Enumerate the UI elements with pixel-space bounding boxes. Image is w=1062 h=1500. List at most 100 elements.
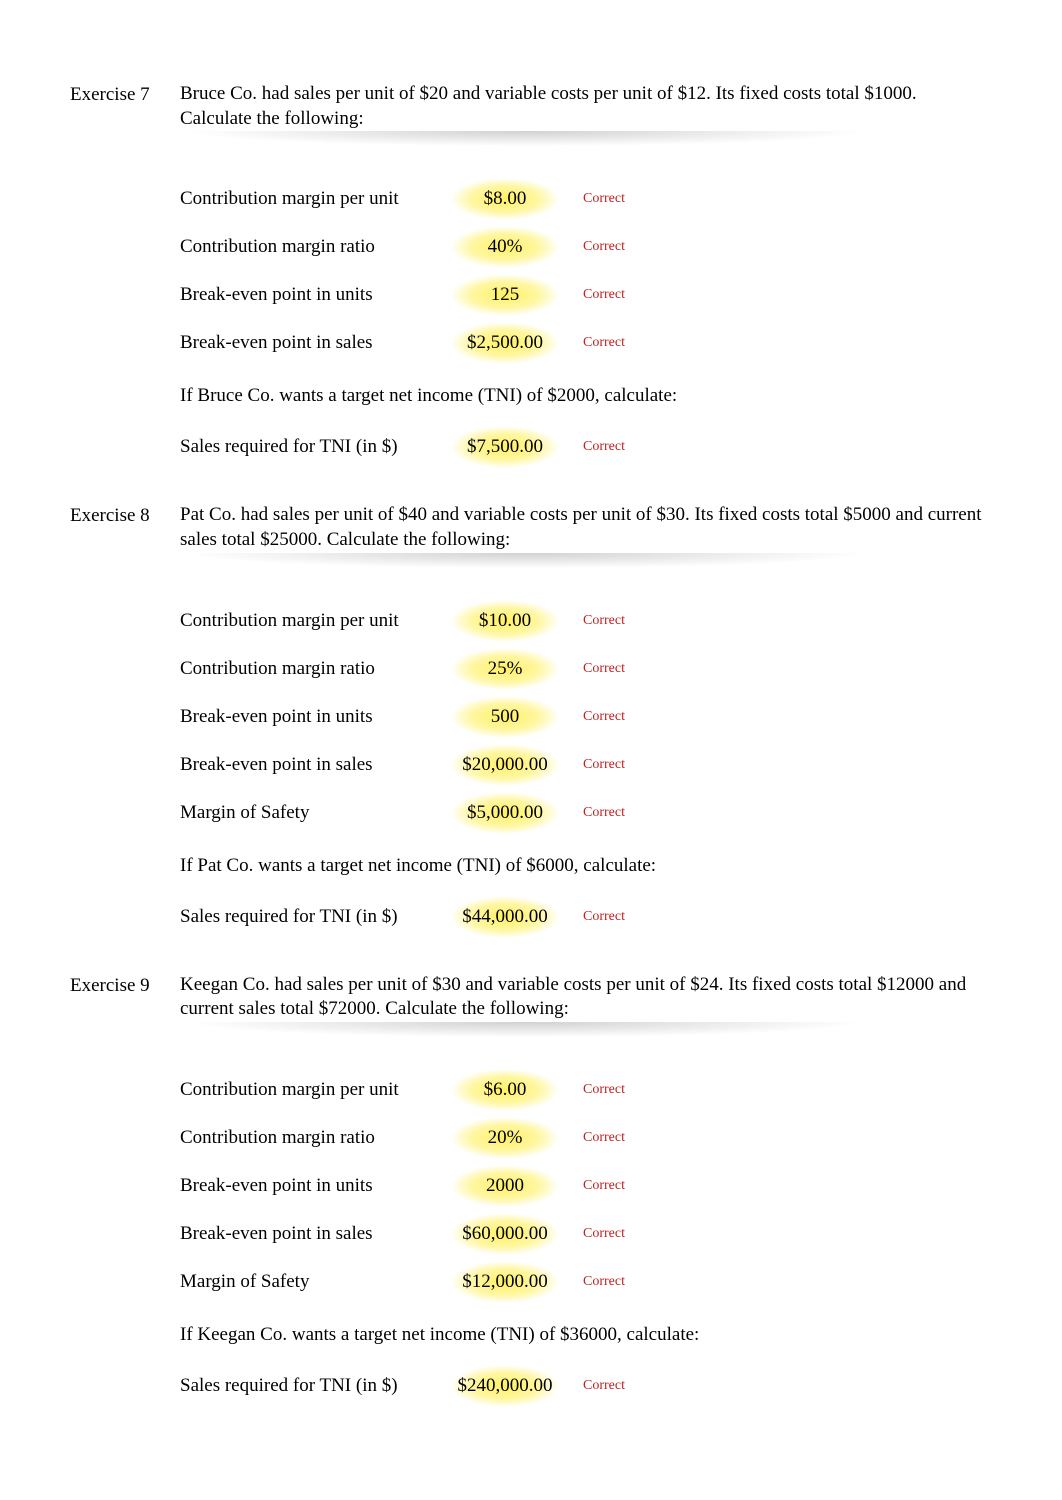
field-label: Sales required for TNI (in $) xyxy=(180,906,445,928)
answer-cell: 40% xyxy=(445,231,565,263)
status-text: Correct xyxy=(583,909,625,925)
answer-cell: $6.00 xyxy=(445,1074,565,1106)
answer-row: Sales required for TNI (in $)$7,500.00 Co… xyxy=(180,423,992,471)
status-text: Correct xyxy=(583,757,625,773)
status-text: Correct xyxy=(583,439,625,455)
answer-row: Sales required for TNI (in $)$240,000.00… xyxy=(180,1362,992,1410)
answer-row: Contribution margin per unit$8.00 Correct xyxy=(180,175,992,223)
status-text: Correct xyxy=(583,1178,625,1194)
answer-cell: $60,000.00 xyxy=(445,1218,565,1250)
field-label: Break-even point in sales xyxy=(180,754,445,776)
status-text: Correct xyxy=(583,335,625,351)
answer-value: 20% xyxy=(450,1125,560,1151)
answer-value: 25% xyxy=(450,656,560,682)
answer-value: $60,000.00 xyxy=(450,1221,560,1247)
answer-value: $7,500.00 xyxy=(450,434,560,460)
answer-row: Break-even point in units2000 Correct xyxy=(180,1162,992,1210)
answer-cell: 125 xyxy=(445,279,565,311)
answer-cell: $7,500.00 xyxy=(445,431,565,463)
answer-value: 2000 xyxy=(450,1173,560,1199)
sub-prompt: If Bruce Co. wants a target net income (… xyxy=(180,367,992,423)
exercise-label: Exercise 7 xyxy=(70,82,180,106)
answer-cell: $44,000.00 xyxy=(445,901,565,933)
status-text: Correct xyxy=(583,709,625,725)
answer-cell: 25% xyxy=(445,653,565,685)
answer-value: 500 xyxy=(450,704,560,730)
field-label: Break-even point in sales xyxy=(180,332,445,354)
exercise-header: Exercise 8Pat Co. had sales per unit of … xyxy=(70,501,992,558)
exercise-prompt: Bruce Co. had sales per unit of $20 and … xyxy=(180,82,992,131)
field-label: Contribution margin per unit xyxy=(180,610,445,632)
answer-value: $8.00 xyxy=(450,186,560,212)
field-label: Break-even point in units xyxy=(180,1175,445,1197)
status-text: Correct xyxy=(583,805,625,821)
answer-value: $240,000.00 xyxy=(450,1373,560,1399)
answer-cell: $2,500.00 xyxy=(445,327,565,359)
answer-row: Break-even point in sales$60,000.00 Corre… xyxy=(180,1210,992,1258)
answer-row: Break-even point in sales$20,000.00 Corre… xyxy=(180,741,992,789)
answers-group: Contribution margin per unit$10.00 Correc… xyxy=(180,587,992,837)
answer-cell: $5,000.00 xyxy=(445,797,565,829)
field-label: Margin of Safety xyxy=(180,1271,445,1293)
answer-value: $10.00 xyxy=(450,608,560,634)
answer-cell: $20,000.00 xyxy=(445,749,565,781)
answer-row: Contribution margin per unit$10.00 Correc… xyxy=(180,597,992,645)
answer-row: Margin of Safety$5,000.00 Correct xyxy=(180,789,992,837)
answer-cell: 500 xyxy=(445,701,565,733)
answer-cell: $12,000.00 xyxy=(445,1266,565,1298)
answers-group: Contribution margin per unit$8.00 Correct… xyxy=(180,165,992,367)
answer-row: Contribution margin ratio25% Correct xyxy=(180,645,992,693)
field-label: Contribution margin per unit xyxy=(180,188,445,210)
answer-row: Margin of Safety$12,000.00Correct xyxy=(180,1258,992,1306)
answer-value: 40% xyxy=(450,234,560,260)
field-label: Break-even point in units xyxy=(180,706,445,728)
status-text: Correct xyxy=(583,613,625,629)
answer-value: $6.00 xyxy=(450,1077,560,1103)
answer-row: Contribution margin ratio40% Correct xyxy=(180,223,992,271)
answer-value: $20,000.00 xyxy=(450,752,560,778)
exercise-label: Exercise 8 xyxy=(70,503,180,527)
sub-answers-group: Sales required for TNI (in $)$44,000.00 C… xyxy=(180,893,992,941)
answer-row: Break-even point in units125Correct xyxy=(180,271,992,319)
sub-prompt: If Pat Co. wants a target net income (TN… xyxy=(180,837,992,893)
answer-row: Sales required for TNI (in $)$44,000.00 C… xyxy=(180,893,992,941)
answer-row: Break-even point in units500 Correct xyxy=(180,693,992,741)
answer-cell: $240,000.00 xyxy=(445,1370,565,1402)
answer-cell: $8.00 xyxy=(445,183,565,215)
field-label: Sales required for TNI (in $) xyxy=(180,1375,445,1397)
exercise-header: Exercise 7Bruce Co. had sales per unit o… xyxy=(70,80,992,137)
status-text: Correct xyxy=(583,1082,625,1098)
answer-cell: 2000 xyxy=(445,1170,565,1202)
field-label: Break-even point in sales xyxy=(180,1223,445,1245)
exercise-prompt: Keegan Co. had sales per unit of $30 and… xyxy=(180,973,992,1022)
field-label: Break-even point in units xyxy=(180,284,445,306)
field-label: Contribution margin ratio xyxy=(180,236,445,258)
sub-prompt: If Keegan Co. wants a target net income … xyxy=(180,1306,992,1362)
answer-row: Contribution margin ratio20% Correct xyxy=(180,1114,992,1162)
answer-value: $2,500.00 xyxy=(450,330,560,356)
answer-cell: $10.00 xyxy=(445,605,565,637)
exercise-header: Exercise 9Keegan Co. had sales per unit … xyxy=(70,971,992,1028)
answer-row: Break-even point in sales$2,500.00 Correc… xyxy=(180,319,992,367)
field-label: Sales required for TNI (in $) xyxy=(180,436,445,458)
status-text: Correct xyxy=(583,191,625,207)
field-label: Contribution margin ratio xyxy=(180,658,445,680)
answer-value: $44,000.00 xyxy=(450,904,560,930)
field-label: Contribution margin per unit xyxy=(180,1079,445,1101)
answer-row: Contribution margin per unit$6.00 Correct xyxy=(180,1066,992,1114)
answer-cell: 20% xyxy=(445,1122,565,1154)
sub-answers-group: Sales required for TNI (in $)$240,000.00… xyxy=(180,1362,992,1410)
field-label: Margin of Safety xyxy=(180,802,445,824)
status-text: Correct xyxy=(583,239,625,255)
exercise-prompt: Pat Co. had sales per unit of $40 and va… xyxy=(180,503,992,552)
answer-value: $12,000.00 xyxy=(450,1269,560,1295)
status-text: Correct xyxy=(583,661,625,677)
answer-value: $5,000.00 xyxy=(450,800,560,826)
field-label: Contribution margin ratio xyxy=(180,1127,445,1149)
sub-answers-group: Sales required for TNI (in $)$7,500.00 Co… xyxy=(180,423,992,471)
status-text: Correct xyxy=(583,1378,625,1394)
status-text: Correct xyxy=(583,1226,625,1242)
status-text: Correct xyxy=(583,1130,625,1146)
answers-group: Contribution margin per unit$6.00 Correct… xyxy=(180,1056,992,1306)
answer-value: 125 xyxy=(450,282,560,308)
